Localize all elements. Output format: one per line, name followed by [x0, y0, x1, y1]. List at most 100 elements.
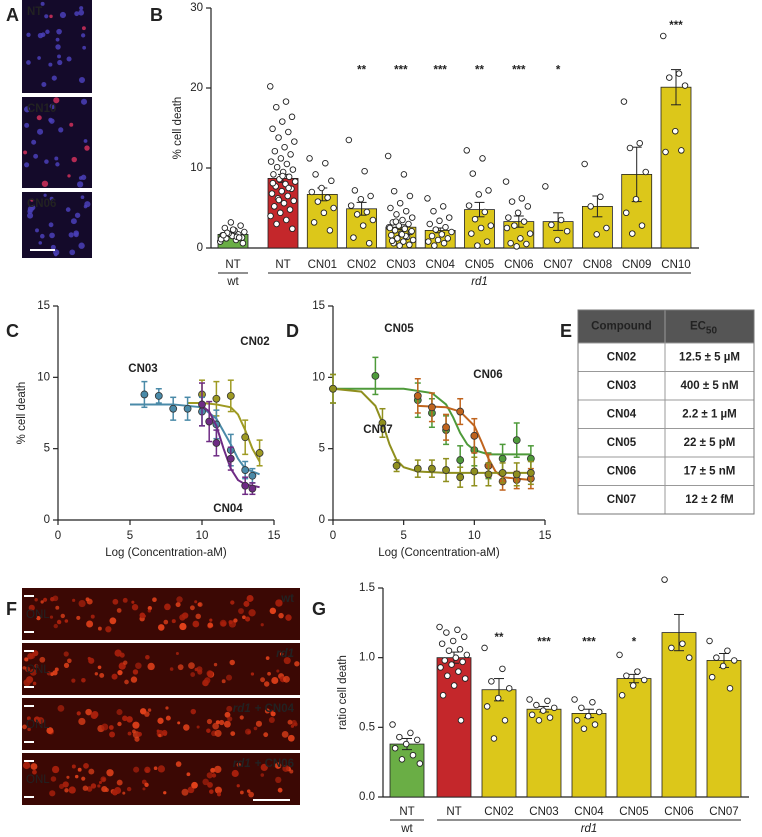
data-point [424, 195, 431, 202]
panel-label: C [6, 321, 19, 341]
header-sub: 50 [706, 325, 718, 336]
cell [38, 241, 43, 245]
strip-label-part: rd1 [233, 703, 251, 715]
cell [290, 724, 295, 728]
cell [85, 708, 92, 716]
cell [83, 762, 89, 769]
cell [27, 205, 34, 213]
table-row [577, 371, 755, 401]
significance: *** [512, 64, 526, 76]
cell [210, 767, 216, 773]
cell [294, 661, 300, 667]
cell [122, 715, 128, 722]
x-tick-label: NT [275, 259, 290, 271]
x-tick-label: CN07 [543, 259, 572, 271]
data-point [580, 725, 588, 732]
data-point [512, 470, 521, 479]
cell [69, 122, 74, 127]
cell [114, 787, 122, 795]
data-point [589, 699, 596, 706]
cell [80, 195, 85, 200]
data-point [514, 209, 522, 217]
data-point [597, 193, 604, 201]
cell [248, 609, 256, 617]
data-point [443, 629, 450, 636]
cell [79, 6, 84, 11]
data-point [169, 404, 178, 413]
cell [30, 198, 34, 202]
data-point [318, 184, 325, 192]
y-axis-label: % cell death [16, 382, 28, 445]
cell [34, 598, 38, 602]
data-point [475, 191, 483, 198]
cell [227, 716, 233, 722]
y-tick-label: 10 [312, 371, 325, 383]
x-tick-label: CN09 [622, 259, 651, 271]
cell [44, 159, 49, 164]
data-point [505, 685, 513, 692]
cell [46, 671, 52, 676]
data-point [279, 118, 286, 125]
cell [50, 776, 57, 782]
bar [660, 86, 692, 249]
data-point [457, 717, 465, 724]
bar [706, 660, 742, 798]
data-point [289, 166, 297, 173]
table-header-cell: EC50 [690, 321, 718, 337]
cell [49, 196, 54, 201]
cell [32, 769, 37, 775]
data-point [361, 167, 368, 175]
image-label: CN06 [27, 198, 56, 210]
cell [147, 662, 155, 671]
strip-label-part: + CN04 [255, 703, 295, 715]
cell [175, 761, 182, 767]
x-tick-label: CN03 [529, 806, 558, 818]
cell [215, 720, 220, 725]
data-point [440, 239, 448, 247]
cell [221, 679, 226, 684]
data-point [314, 198, 322, 205]
cell [71, 678, 76, 683]
cell [22, 666, 27, 670]
cell [117, 669, 123, 676]
cell [147, 609, 152, 613]
cell [51, 75, 57, 81]
cell [112, 598, 119, 605]
cell [192, 620, 200, 628]
data-point [456, 473, 465, 482]
significance: *** [394, 64, 408, 76]
data-point [282, 98, 290, 105]
cell [271, 677, 279, 685]
data-point [312, 171, 319, 178]
cell [67, 658, 72, 664]
cell [162, 731, 168, 737]
data-point [672, 127, 679, 135]
data-point [584, 712, 592, 720]
data-point [517, 235, 524, 242]
data-point [448, 228, 455, 236]
cell [242, 615, 246, 620]
micrograph [22, 643, 300, 695]
data-point [390, 187, 398, 195]
data-point [396, 733, 403, 741]
cell [45, 29, 50, 34]
data-point [618, 692, 626, 699]
data-point [425, 238, 432, 245]
data-point [391, 744, 399, 752]
cell [246, 594, 254, 602]
cell [43, 193, 47, 197]
cell [24, 657, 29, 662]
data-point [394, 235, 401, 242]
data-point [620, 98, 628, 105]
data-point [428, 403, 436, 412]
data-point [212, 439, 221, 447]
cell [207, 781, 213, 788]
cell [33, 153, 39, 159]
cell [276, 669, 280, 673]
data-point [444, 672, 451, 680]
cell [181, 788, 189, 796]
data-point [283, 160, 291, 168]
data-point [548, 221, 555, 229]
data-point [488, 678, 495, 685]
data-point [678, 147, 685, 154]
